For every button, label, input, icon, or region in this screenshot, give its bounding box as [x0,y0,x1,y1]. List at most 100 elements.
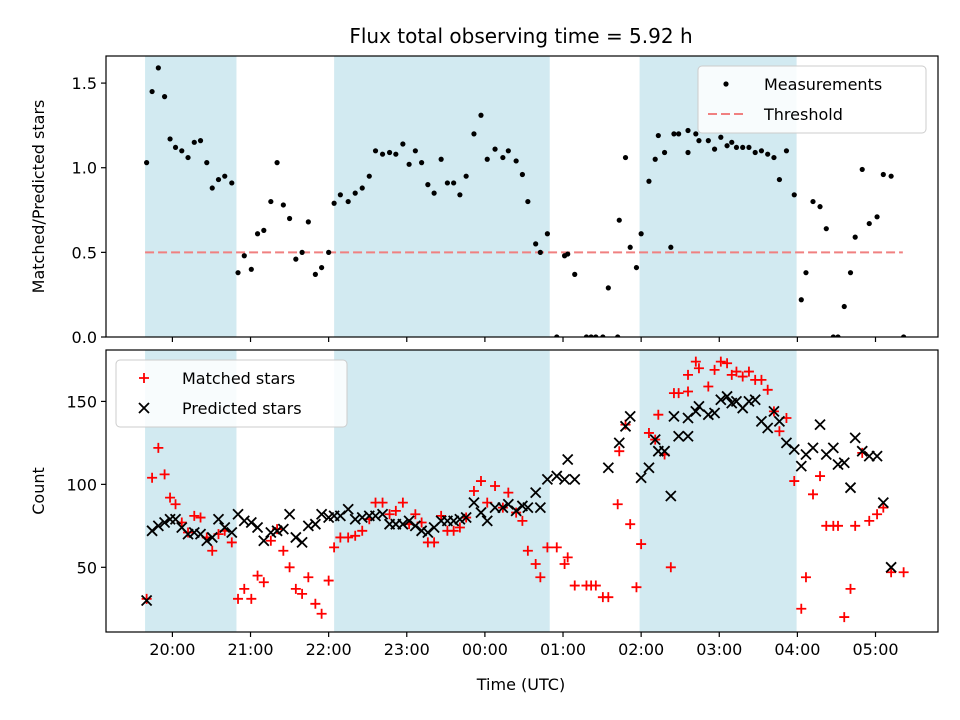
measurements-point [685,128,690,133]
measurements-point [229,180,234,185]
x-tick-label: 03:00 [696,640,742,659]
measurements-point [198,138,203,143]
measurements-point [162,94,167,99]
measurements-point [617,218,622,223]
measurements-point [464,174,469,179]
y-tick-label: 50 [77,558,97,577]
x-tick-label: 04:00 [774,640,820,659]
measurements-point [367,174,372,179]
measurements-point [167,136,172,141]
y-tick-label: 1.0 [72,159,97,178]
measurements-point [306,219,311,224]
measurements-point [685,150,690,155]
x-axis-label: Time (UTC) [476,675,565,694]
measurements-point [842,304,847,309]
measurements-point [623,155,628,160]
x-tick-label: 22:00 [306,640,352,659]
measurements-point [653,157,658,162]
y-tick-label: 1.5 [72,74,97,93]
measurements-point [848,270,853,275]
x-tick-label: 20:00 [149,640,195,659]
x-tick-label: 01:00 [540,640,586,659]
measurements-point [565,251,570,256]
measurements-point [346,199,351,204]
y-tick-label: 0.5 [72,243,97,262]
measurements-point [676,131,681,136]
measurements-point [889,174,894,179]
legend-label: Predicted stars [182,399,302,418]
measurements-point [606,285,611,290]
legend-label: Measurements [764,75,882,94]
measurements-point [360,185,365,190]
measurements-point [419,160,424,165]
measurements-point [646,179,651,184]
measurements-point [387,150,392,155]
measurements-point [299,250,304,255]
measurements-point [293,257,298,262]
x-tick-label: 23:00 [384,640,430,659]
measurements-point [255,231,260,236]
measurements-point [287,216,292,221]
measurements-point [192,140,197,145]
measurements-point [156,65,161,70]
measurements-point [173,145,178,150]
measurements-point [545,231,550,236]
measurements-point [432,191,437,196]
measurements-point [373,148,378,153]
measurements-point [144,160,149,165]
measurements-point [784,148,789,153]
measurements-point [210,185,215,190]
measurements-point [407,162,412,167]
observing-interval-band [640,350,797,632]
measurements-point [319,265,324,270]
measurements-point [874,214,879,219]
measurements-point [332,201,337,206]
measurements-point [817,204,822,209]
measurements-point [492,147,497,152]
measurements-point [451,180,456,185]
measurements-point [413,148,418,153]
legend: Matched stars Predicted stars [116,360,347,427]
measurements-point [746,145,751,150]
measurements-point [326,250,331,255]
measurements-point [639,231,644,236]
measurements-point [313,272,318,277]
chart-title: Flux total observing time = 5.92 h [349,24,692,48]
legend-label: Matched stars [182,369,295,388]
measurements-point [734,145,739,150]
measurements-point [759,148,764,153]
measurements-point [242,253,247,258]
measurements-point [740,145,745,150]
measurements-point [771,155,776,160]
measurements-point [281,202,286,207]
measurements-point [457,192,462,197]
measurements-point [216,177,221,182]
measurements-point [662,150,667,155]
measurements-point [520,172,525,177]
measurements-point [525,199,530,204]
measurements-point [538,250,543,255]
observing-interval-band [145,56,236,337]
measurements-point [706,138,711,143]
measurements-point [149,89,154,94]
y-axis-label: Count [29,467,48,515]
measurements-point [634,265,639,270]
measurements-point [425,182,430,187]
measurements-point [533,241,538,246]
measurements-point [860,167,865,172]
measurements-point [249,267,254,272]
measurements-point [471,131,476,136]
measurements-point [400,141,405,146]
legend-label: Threshold [763,105,843,124]
measurements-point [185,155,190,160]
measurements-point [338,192,343,197]
measurements-point [478,113,483,118]
measurements-point [445,180,450,185]
x-tick-label: 02:00 [618,640,664,659]
measurements-point [485,157,490,162]
measurements-point [799,297,804,302]
measurements-point [439,157,444,162]
measurements-point [261,228,266,233]
y-tick-label: 150 [66,392,97,411]
measurements-point [718,135,723,140]
